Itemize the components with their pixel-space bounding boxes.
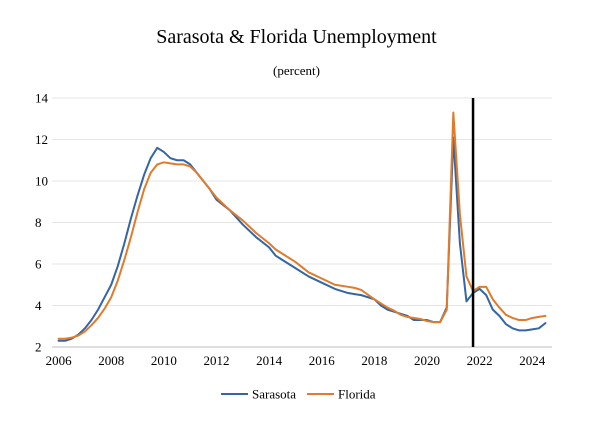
y-tick-label: 10: [35, 174, 48, 189]
x-tick-label: 2012: [203, 353, 229, 368]
x-tick-label: 2014: [256, 353, 283, 368]
chart-subtitle: (percent): [273, 63, 320, 78]
x-tick-label: 2016: [309, 353, 336, 368]
x-tick-label: 2018: [361, 353, 387, 368]
y-tick-label: 14: [35, 91, 49, 106]
legend-label-sarasota: Sarasota: [252, 387, 296, 402]
y-tick-label: 6: [35, 257, 42, 272]
y-tick-label: 12: [35, 132, 48, 147]
x-tick-label: 2010: [151, 353, 177, 368]
x-tick-label: 2024: [519, 353, 546, 368]
series-lines: [57, 111, 547, 342]
y-tick-label: 4: [35, 298, 42, 313]
series-line-florida: [57, 111, 547, 340]
x-tick-label: 2020: [414, 353, 440, 368]
axes: 2 4 6 8 10 12 14 2006 2008 2010 2012 2014 2016 2018 20…: [35, 91, 552, 368]
x-tick-label: 2006: [46, 353, 73, 368]
series-line-sarasota: [57, 136, 547, 342]
legend: Sarasota Florida: [221, 387, 376, 402]
legend-label-florida: Florida: [338, 387, 376, 402]
chart-title: Sarasota & Florida Unemployment: [156, 26, 437, 48]
gridlines: [52, 97, 552, 306]
y-tick-label: 2: [35, 340, 42, 355]
x-tick-label: 2008: [98, 353, 124, 368]
x-tick-label: 2022: [467, 353, 493, 368]
y-tick-label: 8: [35, 215, 42, 230]
